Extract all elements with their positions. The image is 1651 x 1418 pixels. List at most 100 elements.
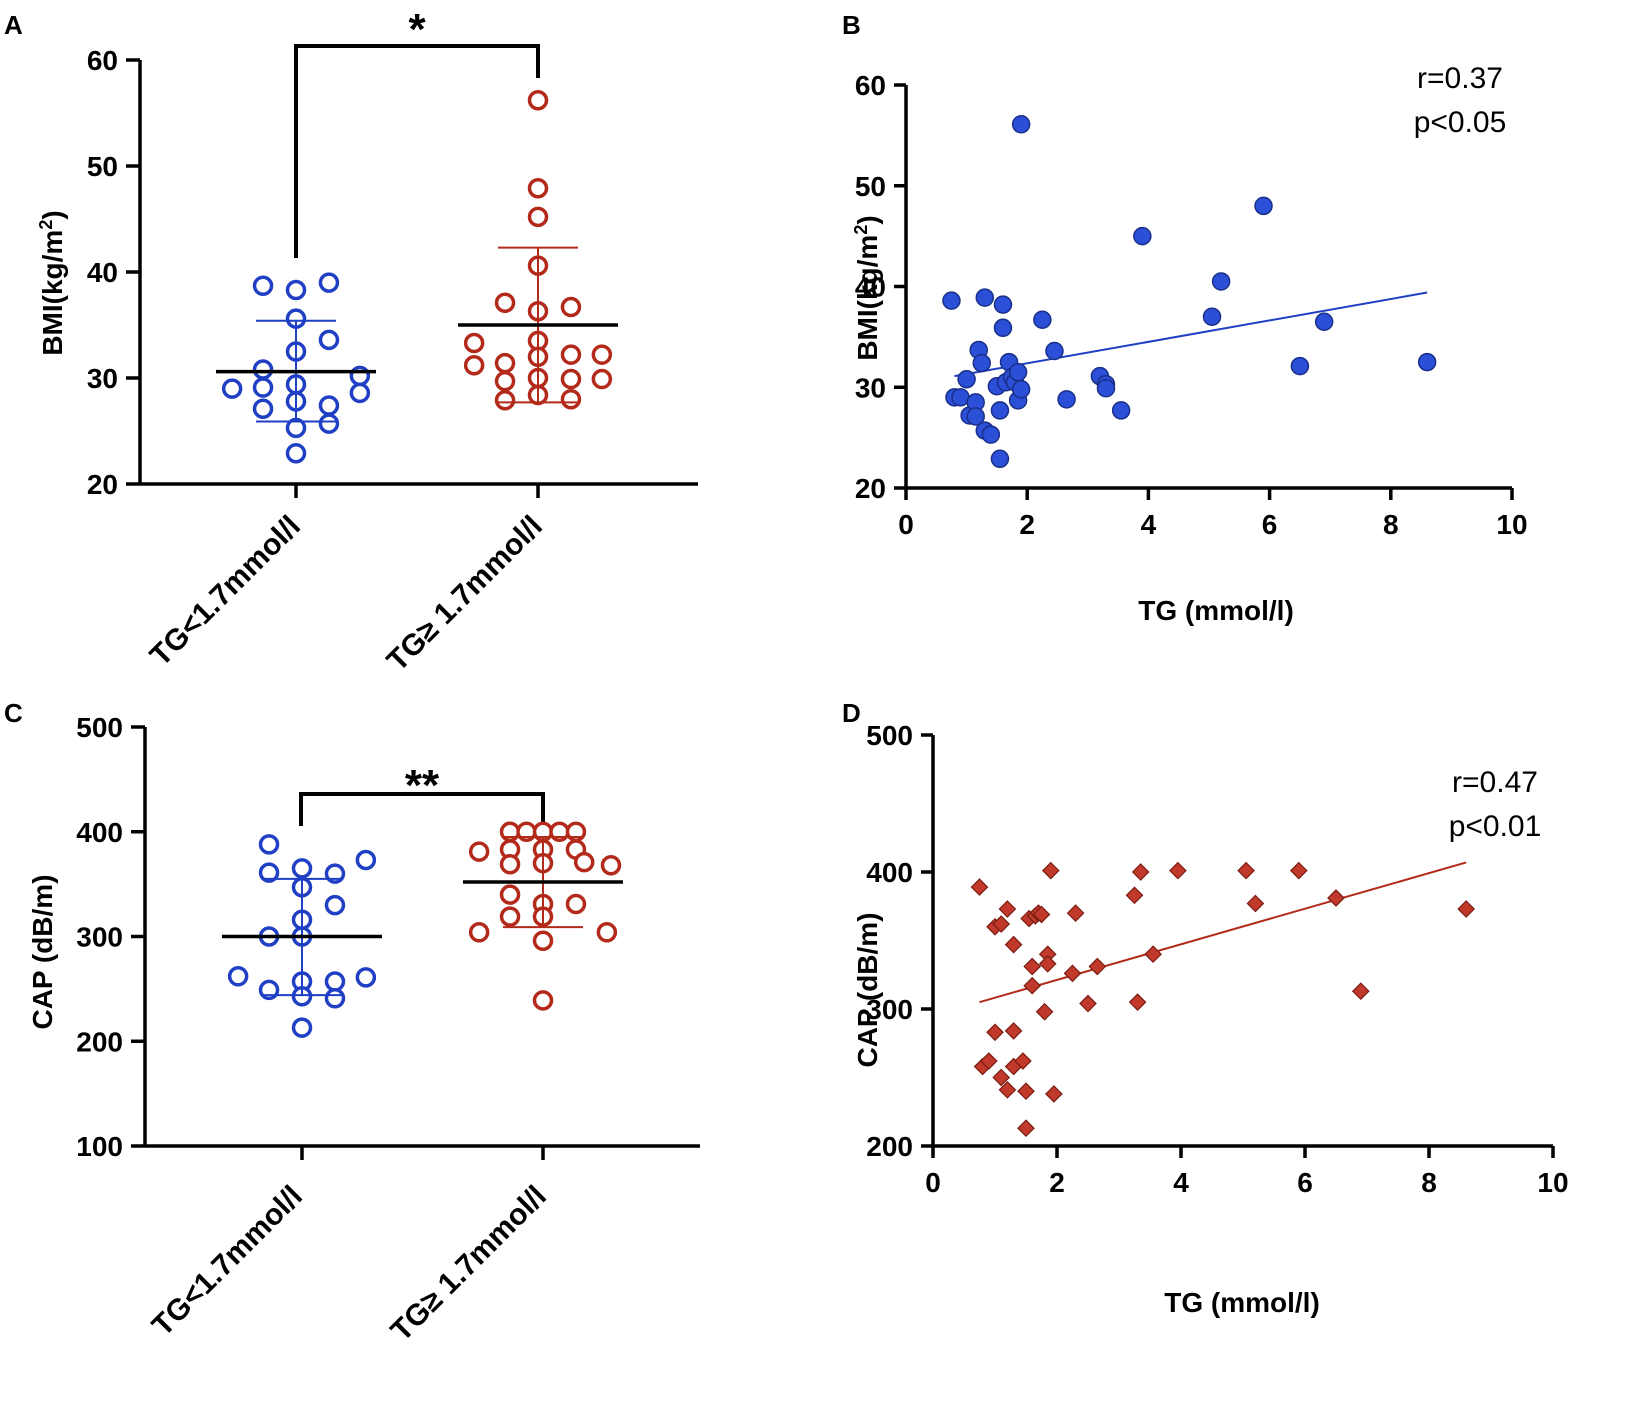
data-point: [596, 922, 618, 943]
panel-a-points: [221, 90, 613, 464]
panel-b-y-axis-title: BMI(kg/m2): [851, 215, 883, 360]
y-tick-label: 300: [866, 994, 913, 1025]
data-point: [258, 834, 280, 855]
data-point: [494, 370, 516, 392]
y-tick-label: 40: [855, 272, 886, 303]
panel-c-y-axis: 100 200 300 400 500: [76, 712, 147, 1162]
data-point: [560, 368, 582, 390]
data-point: [532, 930, 554, 951]
data-point: [1011, 115, 1031, 134]
data-point: [1079, 994, 1097, 1013]
data-point: [1035, 1002, 1054, 1021]
data-point: [291, 858, 313, 879]
panel-c-summary-lines: [222, 835, 623, 997]
data-point: [494, 292, 516, 313]
panel-b-p-value: p<0.05: [1414, 106, 1507, 139]
panel-d-y-axis-title: CAP (dB/m): [852, 912, 883, 1067]
data-point: [252, 359, 274, 380]
data-point: [966, 407, 985, 426]
data-point: [1457, 900, 1476, 918]
data-point: [1004, 935, 1023, 954]
data-point: [291, 1017, 313, 1038]
data-point: [227, 966, 249, 987]
data-point: [972, 353, 991, 373]
data-point: [324, 988, 346, 1009]
panel-c-significance-bracket: **: [299, 761, 545, 826]
panel-d: D 200 300 400 500 0 2 4 6 8 10 CAP (dB/m) TG (mmo…: [842, 698, 1569, 1318]
x-tick-label: 6: [1297, 1167, 1313, 1198]
data-point: [1063, 964, 1082, 983]
data-point: [1131, 863, 1150, 881]
panel-a: A 20 30 40 50 60 BMI(kg/m2) * TG<1.7mmol/l T…: [4, 5, 698, 678]
panel-c: C 100 200 300 400 500 CAP (dB/m) ** TG<1.7mm…: [4, 698, 700, 1348]
y-tick-label: 100: [76, 1131, 123, 1162]
panel-a-summary-lines: [216, 246, 618, 423]
data-point: [1011, 380, 1031, 399]
data-point: [1254, 196, 1273, 216]
panel-a-significance-bracket: *: [294, 5, 540, 258]
panel-c-label: C: [4, 698, 23, 728]
data-point: [324, 971, 346, 992]
data-point: [324, 894, 346, 916]
data-point: [1038, 954, 1057, 973]
data-point: [975, 288, 995, 307]
x-tick-label: 8: [1383, 509, 1399, 540]
data-point: [355, 849, 377, 871]
panel-b-r-value: r=0.37: [1417, 62, 1503, 95]
data-point: [1125, 886, 1144, 905]
panel-b: B 20 30 40 50 60 0 2 4 6 8 10 BMI(kg/m2) TG (mmol/…: [842, 10, 1528, 626]
panel-a-category-label-low: TG<1.7mmol/l: [144, 510, 307, 673]
panel-d-p-value: p<0.01: [1449, 810, 1542, 843]
y-tick-label: 400: [76, 817, 123, 848]
data-point: [1045, 341, 1064, 361]
data-point: [318, 272, 340, 293]
panel-b-points: [942, 115, 1437, 469]
data-point: [560, 388, 582, 410]
data-point: [993, 295, 1013, 314]
panel-c-points: [227, 821, 622, 1038]
data-point: [1246, 894, 1265, 913]
data-point: [970, 878, 989, 896]
panel-a-category-label-high: TG≥ 1.7mmol/l: [381, 510, 549, 678]
y-tick-label: 60: [855, 70, 886, 101]
data-point: [992, 1068, 1011, 1087]
data-point: [942, 291, 961, 310]
panel-a-label: A: [4, 10, 23, 40]
panel-d-x-axis-title: TG (mmol/l): [1164, 1287, 1320, 1318]
y-tick-label: 30: [855, 372, 886, 403]
data-point: [1066, 904, 1085, 922]
data-point: [979, 1052, 998, 1070]
panel-b-axes: 20 30 40 50 60 0 2 4 6 8 10: [855, 70, 1528, 540]
y-tick-label: 50: [855, 171, 886, 202]
data-point: [499, 853, 521, 875]
y-tick-label: 20: [87, 469, 118, 500]
data-point: [527, 206, 549, 228]
data-point: [1057, 390, 1076, 409]
regression-line: [979, 861, 1467, 1004]
panel-c-category-label-low: TG<1.7mmol/l: [146, 1180, 309, 1343]
data-point: [1237, 861, 1255, 880]
data-point: [1023, 957, 1042, 976]
y-tick-label: 20: [855, 473, 886, 504]
panel-b-trend-line: [954, 291, 1428, 378]
data-point: [252, 377, 274, 398]
data-point: [463, 332, 485, 354]
data-point: [591, 368, 613, 390]
data-point: [986, 1023, 1004, 1042]
data-point: [532, 990, 554, 1011]
regression-line: [954, 291, 1428, 378]
x-tick-label: 10: [1537, 1167, 1568, 1198]
y-tick-label: 400: [866, 857, 913, 888]
data-point: [258, 862, 280, 883]
panel-d-label: D: [842, 698, 861, 728]
data-point: [527, 90, 549, 111]
x-tick-label: 10: [1496, 509, 1527, 540]
panel-b-label: B: [842, 10, 861, 40]
data-point: [1327, 889, 1345, 907]
data-point: [1111, 401, 1131, 420]
x-tick-label: 8: [1421, 1167, 1437, 1198]
data-point: [527, 178, 549, 199]
y-tick-label: 50: [87, 151, 118, 182]
data-point: [355, 967, 377, 988]
